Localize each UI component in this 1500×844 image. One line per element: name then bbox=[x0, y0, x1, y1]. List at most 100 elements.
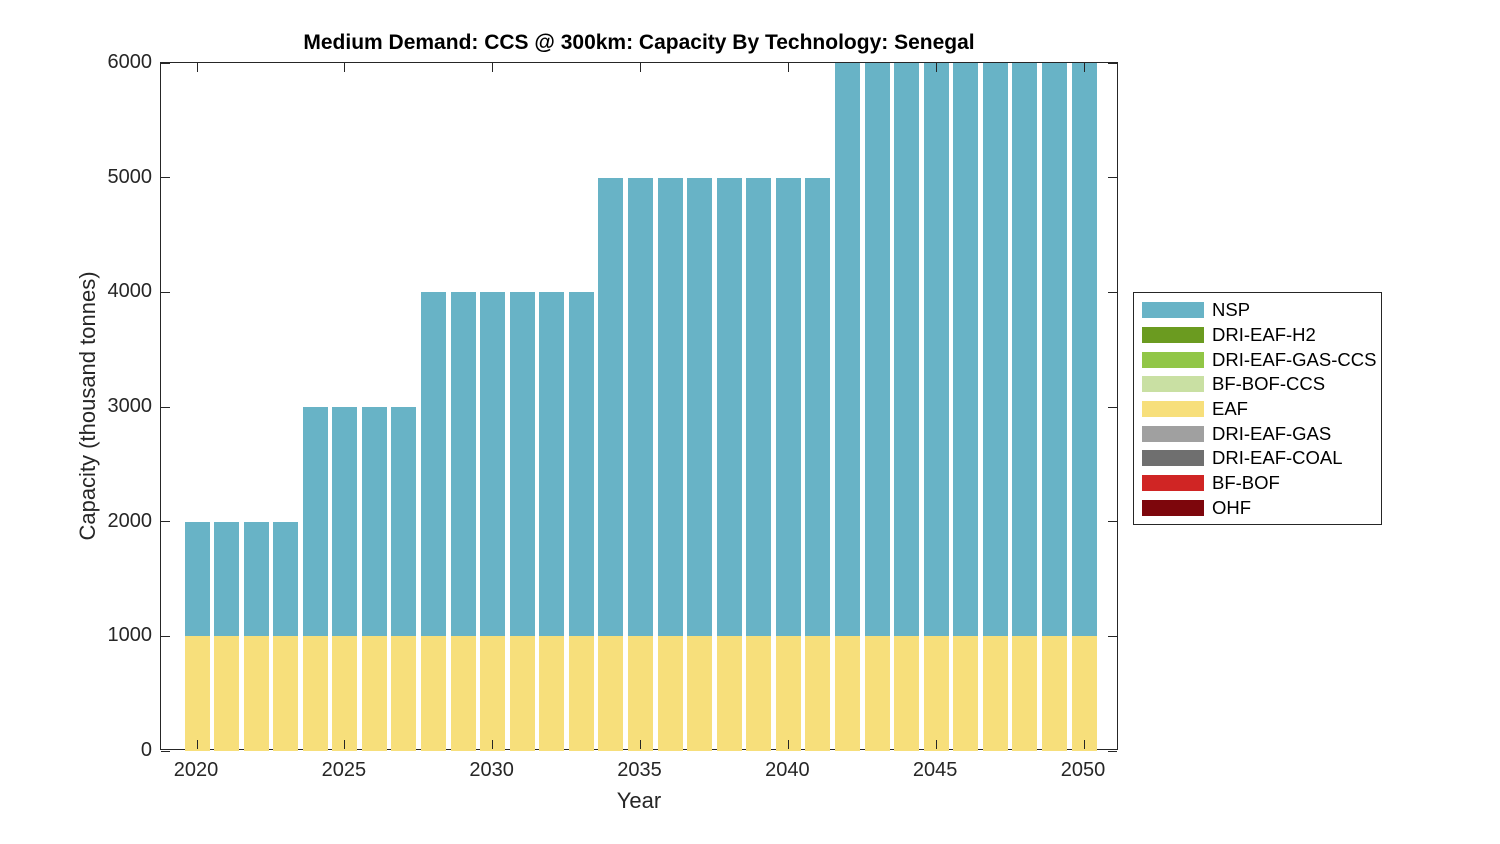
bar-2025-nsp bbox=[332, 407, 358, 637]
bar-2029-nsp bbox=[450, 292, 476, 637]
legend-label-bf-bof-ccs: BF-BOF-CCS bbox=[1212, 373, 1326, 395]
bar-2050-eaf bbox=[1071, 636, 1097, 751]
x-tick-2025 bbox=[344, 740, 346, 749]
bar-2031-eaf bbox=[509, 636, 535, 751]
bar-2050-nsp bbox=[1071, 63, 1097, 637]
y-tick-label-0: 0 bbox=[140, 739, 152, 761]
chart-title: Medium Demand: CCS @ 300km: Capacity By … bbox=[303, 31, 975, 54]
y-tick-right-0 bbox=[1108, 750, 1117, 752]
x-tick-top-2020 bbox=[196, 63, 198, 72]
y-tick-right-5000 bbox=[1108, 177, 1117, 179]
bar-2028-nsp bbox=[421, 292, 447, 637]
bar-2028-eaf bbox=[421, 636, 447, 751]
bar-2022-nsp bbox=[243, 521, 269, 637]
legend-item-dri-eaf-gas: DRI-EAF-GAS bbox=[1134, 421, 1381, 446]
bar-2024-nsp bbox=[302, 407, 328, 637]
legend-label-nsp: NSP bbox=[1212, 299, 1251, 321]
legend-swatch-dri-eaf-gas-ccs bbox=[1142, 351, 1204, 368]
bar-2036-eaf bbox=[657, 636, 683, 751]
x-tick-label-2040: 2040 bbox=[765, 759, 810, 781]
bar-2043-nsp bbox=[864, 63, 890, 637]
x-tick-label-2045: 2045 bbox=[912, 759, 958, 781]
legend-label-dri-eaf-coal: DRI-EAF-COAL bbox=[1212, 447, 1343, 469]
legend-item-dri-eaf-gas-ccs: DRI-EAF-GAS-CCS bbox=[1134, 347, 1381, 372]
x-tick-top-2040 bbox=[787, 63, 789, 72]
bar-2026-nsp bbox=[361, 407, 387, 637]
bar-2034-eaf bbox=[598, 636, 624, 751]
x-tick-2035 bbox=[640, 740, 641, 749]
x-tick-2050 bbox=[1083, 740, 1085, 749]
bar-2029-eaf bbox=[450, 636, 476, 751]
x-tick-label-2035: 2035 bbox=[617, 759, 662, 781]
bar-2036-nsp bbox=[657, 177, 683, 637]
legend-label-dri-eaf-h2: DRI-EAF-H2 bbox=[1212, 324, 1316, 346]
bar-2040-eaf bbox=[775, 636, 801, 751]
y-tick-right-6000 bbox=[1108, 62, 1117, 64]
y-tick-3000 bbox=[161, 406, 170, 408]
x-tick-2040 bbox=[787, 740, 789, 749]
y-tick-right-4000 bbox=[1108, 291, 1117, 293]
x-tick-top-2035 bbox=[640, 63, 641, 72]
x-tick-2030 bbox=[492, 740, 494, 749]
bar-2042-eaf bbox=[834, 636, 860, 751]
bars-layer bbox=[161, 63, 1117, 751]
x-tick-2020 bbox=[196, 740, 198, 749]
x-tick-label-2025: 2025 bbox=[321, 759, 367, 781]
bar-2039-eaf bbox=[746, 636, 772, 751]
legend-item-dri-eaf-h2: DRI-EAF-H2 bbox=[1134, 323, 1381, 348]
bar-2043-eaf bbox=[864, 636, 890, 751]
legend-item-nsp: NSP bbox=[1134, 298, 1381, 323]
bar-2047-eaf bbox=[982, 636, 1008, 751]
bar-2046-eaf bbox=[953, 636, 979, 751]
bar-2037-nsp bbox=[687, 177, 713, 637]
bar-2044-eaf bbox=[894, 636, 920, 751]
bar-2027-eaf bbox=[391, 636, 417, 751]
y-tick-5000 bbox=[161, 177, 170, 179]
bar-2025-eaf bbox=[332, 636, 358, 751]
bar-2027-nsp bbox=[391, 407, 417, 637]
bar-2039-nsp bbox=[746, 177, 772, 637]
bar-2020-nsp bbox=[184, 521, 210, 637]
x-tick-2045 bbox=[935, 740, 937, 749]
legend-label-eaf: EAF bbox=[1212, 398, 1248, 420]
y-tick-0 bbox=[161, 750, 170, 752]
y-tick-1000 bbox=[161, 635, 170, 637]
bar-2023-eaf bbox=[273, 636, 299, 751]
y-tick-label-2000: 2000 bbox=[107, 509, 153, 532]
x-tick-label-2020: 2020 bbox=[173, 759, 219, 781]
legend-swatch-eaf bbox=[1142, 401, 1204, 418]
legend-swatch-dri-eaf-gas bbox=[1142, 425, 1204, 442]
legend-label-ohf: OHF bbox=[1212, 496, 1252, 518]
x-axis-label: Year bbox=[616, 788, 662, 813]
bar-2034-nsp bbox=[598, 177, 624, 637]
bar-2033-eaf bbox=[568, 636, 594, 751]
bar-2047-nsp bbox=[982, 63, 1008, 637]
bar-2032-nsp bbox=[539, 292, 565, 637]
bar-2046-nsp bbox=[953, 63, 979, 637]
bar-2045-nsp bbox=[923, 63, 949, 637]
bar-2022-eaf bbox=[243, 636, 269, 751]
bar-2021-eaf bbox=[214, 636, 240, 751]
y-tick-right-3000 bbox=[1108, 406, 1117, 408]
y-tick-label-3000: 3000 bbox=[107, 395, 153, 417]
y-tick-label-4000: 4000 bbox=[107, 280, 153, 303]
legend-rows: NSP DRI-EAF-H2 DRI-EAF-GAS-CCS BF-BOF-CCS EA… bbox=[1134, 298, 1381, 520]
bar-2040-nsp bbox=[775, 177, 801, 637]
y-tick-right-1000 bbox=[1108, 635, 1117, 637]
plot-area bbox=[160, 62, 1118, 752]
legend-label-dri-eaf-gas: DRI-EAF-GAS bbox=[1212, 422, 1332, 444]
legend-box: NSP DRI-EAF-H2 DRI-EAF-GAS-CCS BF-BOF-CCS EA… bbox=[1133, 292, 1382, 525]
legend-item-bf-bof: BF-BOF bbox=[1134, 471, 1381, 496]
bar-2038-nsp bbox=[716, 177, 742, 637]
x-tick-label-2030: 2030 bbox=[469, 759, 514, 781]
legend-swatch-bf-bof-ccs bbox=[1142, 376, 1204, 393]
legend-label-dri-eaf-gas-ccs: DRI-EAF-GAS-CCS bbox=[1212, 348, 1377, 370]
legend-swatch-dri-eaf-h2 bbox=[1142, 327, 1204, 344]
bar-2020-eaf bbox=[184, 636, 210, 751]
bar-2032-eaf bbox=[539, 636, 565, 751]
ticks-layer bbox=[161, 62, 1117, 752]
y-tick-4000 bbox=[161, 291, 170, 293]
legend-swatch-nsp bbox=[1142, 302, 1204, 319]
legend-item-bf-bof-ccs: BF-BOF-CCS bbox=[1134, 372, 1381, 397]
legend-swatch-dri-eaf-coal bbox=[1142, 450, 1204, 467]
